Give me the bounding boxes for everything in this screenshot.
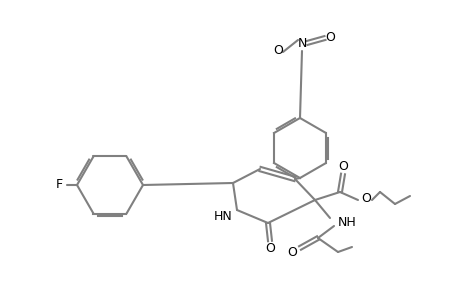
Text: O: O [337,160,347,172]
Text: O: O [264,242,274,256]
Text: O: O [286,247,297,260]
Text: O: O [273,44,282,56]
Text: O: O [325,31,334,44]
Text: NH: NH [337,217,356,230]
Text: F: F [56,178,62,191]
Text: O: O [360,191,370,205]
Text: N: N [297,37,306,50]
Text: HN: HN [214,209,233,223]
